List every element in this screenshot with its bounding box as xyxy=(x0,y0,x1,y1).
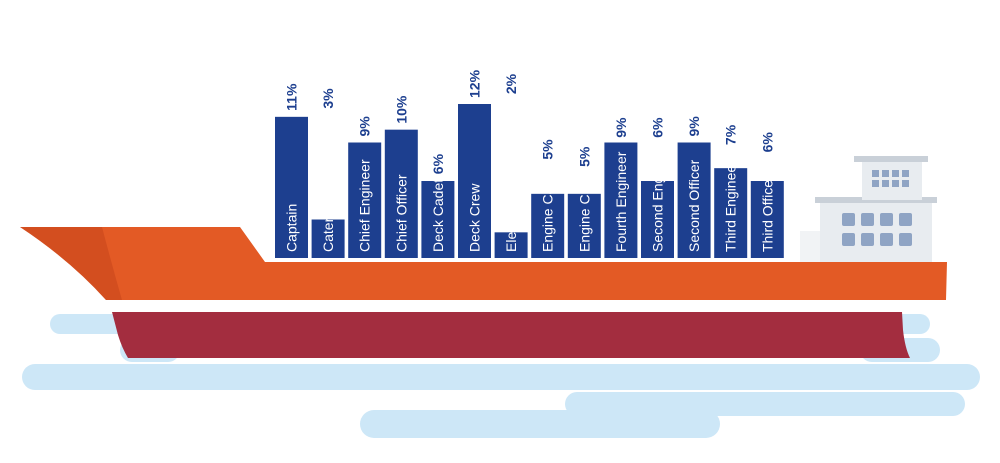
container-bar xyxy=(348,142,382,258)
bridge-windows-top xyxy=(872,170,909,187)
container-bar xyxy=(421,181,455,258)
container-bar xyxy=(494,232,528,258)
category-label: Electrical Department xyxy=(503,118,519,252)
hull-red-band xyxy=(112,312,910,358)
value-label: 10% xyxy=(393,95,409,124)
container-bar xyxy=(384,129,418,258)
bridge-windows-lower xyxy=(842,213,912,246)
category-label: Engine Cadet xyxy=(540,167,556,252)
container-bar xyxy=(750,181,784,258)
container-bar xyxy=(567,193,601,258)
category-label: Deck Cadet xyxy=(430,179,446,252)
container-bar xyxy=(275,116,308,258)
category-label: Third Engineer xyxy=(723,160,739,252)
container-bar xyxy=(677,142,711,258)
container-bar xyxy=(458,104,491,258)
value-label: 2% xyxy=(503,73,519,94)
container-bar xyxy=(604,142,638,258)
value-label: 9% xyxy=(686,116,702,137)
value-label: 3% xyxy=(320,88,336,109)
value-label: 5% xyxy=(576,146,592,167)
container-bar xyxy=(311,219,345,258)
value-label: 12% xyxy=(467,69,483,98)
category-label: Engine Crew xyxy=(576,171,592,252)
ship-bridge xyxy=(800,156,937,262)
hull-bow-shade xyxy=(20,227,122,300)
category-label: Catering Department xyxy=(320,122,336,252)
category-label: Fourth Engineer xyxy=(613,151,629,252)
value-label: 6% xyxy=(650,117,666,138)
container-bars: Captain 11% Catering Department 3% Chief Eng… xyxy=(275,69,784,258)
category-label: Deck Crew xyxy=(467,183,483,252)
ship-hull xyxy=(20,227,947,358)
category-label: Chief Engineer xyxy=(357,159,373,252)
value-label: 9% xyxy=(613,117,629,138)
category-label: Second Engineer xyxy=(650,144,666,252)
value-label: 9% xyxy=(357,116,373,137)
value-label: 5% xyxy=(540,139,556,160)
hull-white-stripe xyxy=(106,300,946,312)
category-label: Third Officer xyxy=(759,175,775,252)
category-label: Chief Officer xyxy=(393,174,409,252)
container-bar xyxy=(714,168,748,258)
value-label: 6% xyxy=(759,132,775,153)
container-bar xyxy=(641,181,674,258)
category-label: Captain xyxy=(284,204,300,252)
value-label: 11% xyxy=(284,83,300,111)
value-label: 7% xyxy=(723,124,739,145)
container-bar xyxy=(531,193,565,258)
hull-orange-top xyxy=(20,227,947,300)
value-label: 6% xyxy=(430,153,446,174)
category-label: Second Officer xyxy=(686,159,702,252)
